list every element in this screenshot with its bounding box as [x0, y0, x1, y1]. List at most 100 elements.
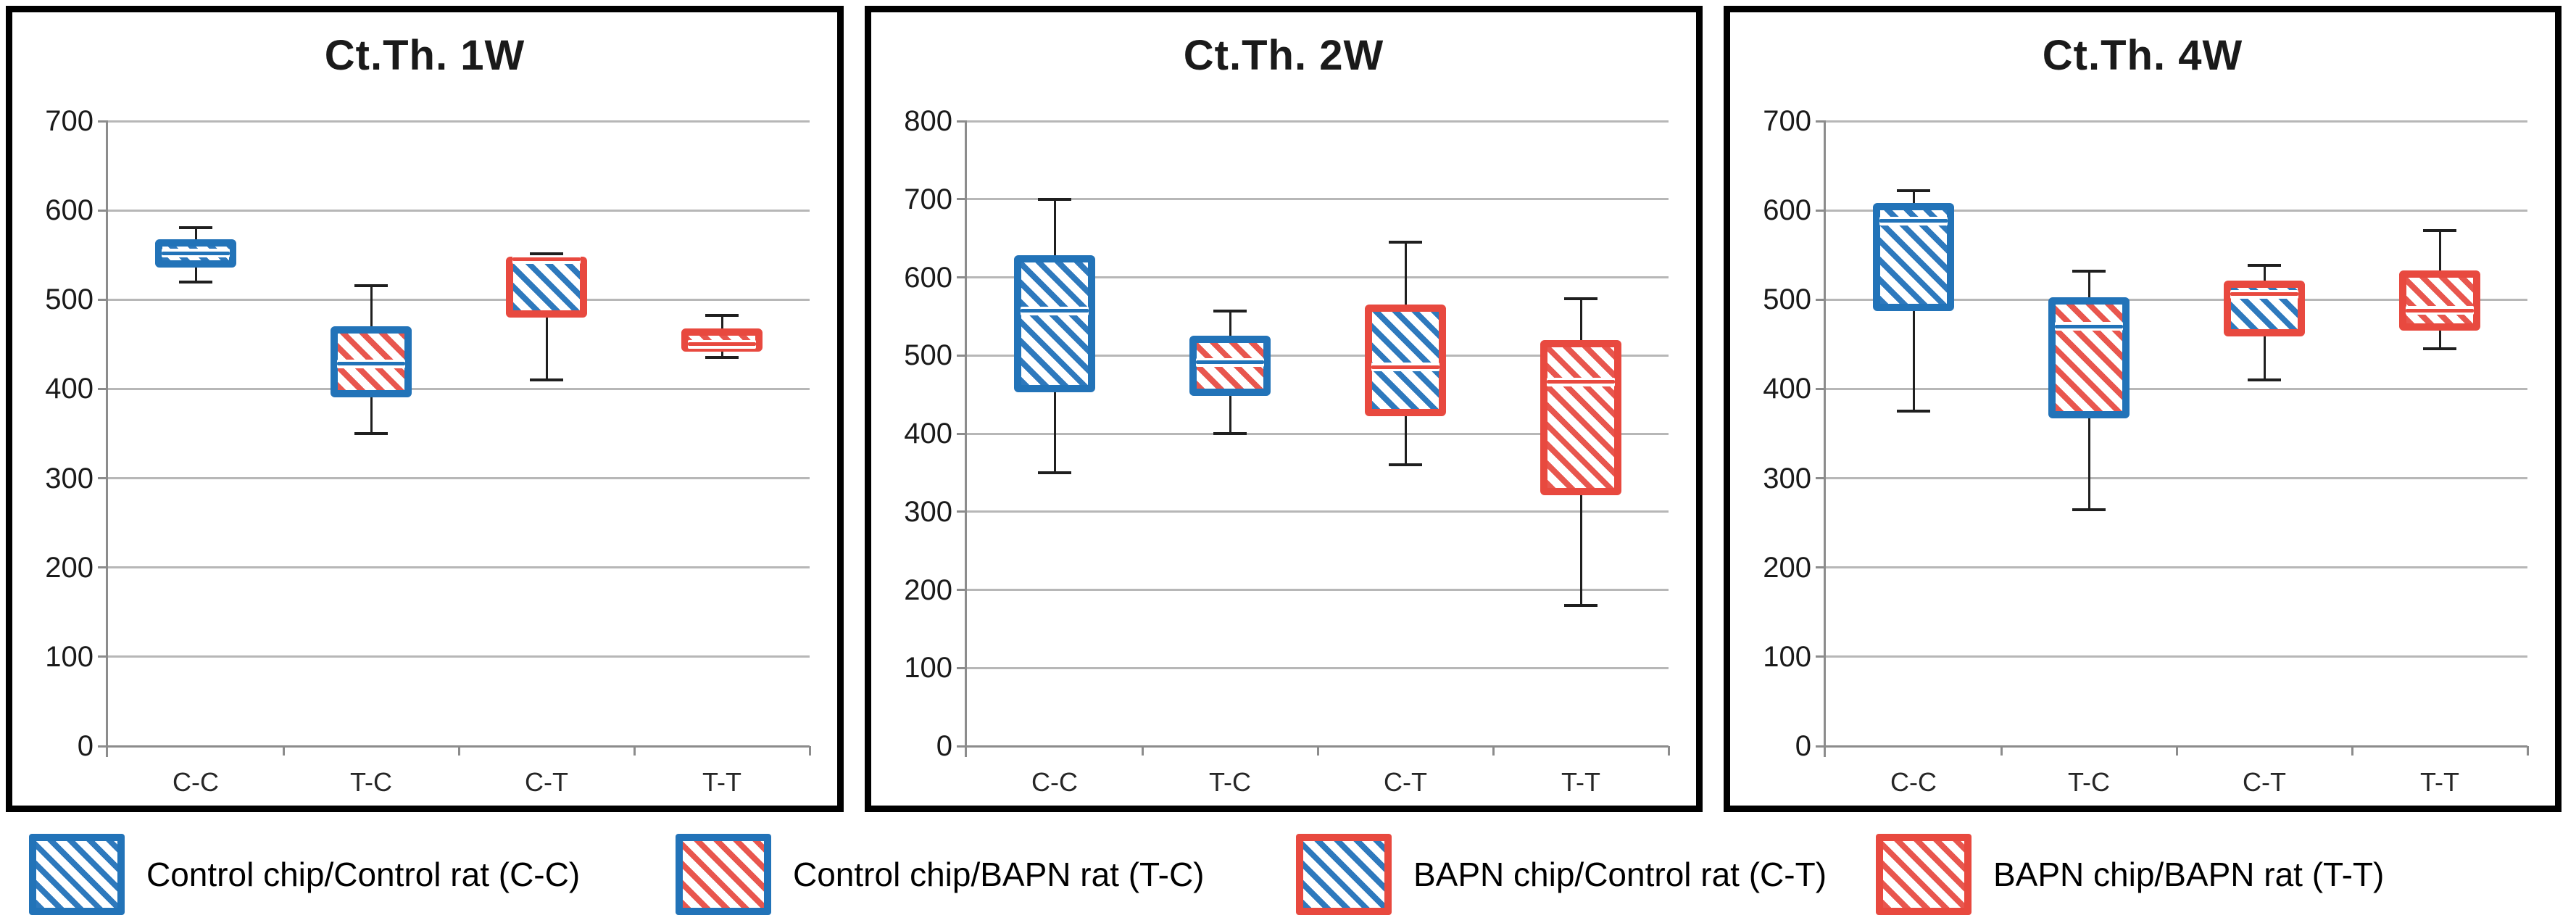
median-T-C — [2055, 324, 2123, 328]
plot-area-4w: 0 100 200 300 400 500 600 700 C-C T-C C-T T-T — [1730, 12, 2555, 806]
whisker-cap-low-T-T — [1564, 604, 1597, 608]
y-tick-mark-600 — [957, 276, 967, 278]
whisker-cap-low-C-T — [1389, 463, 1422, 467]
y-tick-label-600: 600 — [904, 261, 952, 294]
legend-swatch-tc — [676, 834, 771, 915]
y-tick-mark-700 — [957, 198, 967, 201]
median-C-C — [1879, 219, 1948, 223]
x-category-label-T-C: T-C — [2068, 767, 2110, 797]
box-T-T — [2399, 270, 2480, 331]
y-tick-label-700: 700 — [904, 183, 952, 215]
x-category-label-T-T: T-T — [1561, 767, 1600, 797]
whisker-cap-low-T-C — [354, 432, 388, 435]
y-tick-label-800: 800 — [904, 105, 952, 137]
legend-label-tt: BAPN chip/BAPN rat (T-T) — [1993, 856, 2385, 893]
median-T-T — [2406, 308, 2474, 313]
gridline-200 — [967, 589, 1669, 591]
y-tick-mark-500 — [957, 354, 967, 357]
median-T-C — [1196, 360, 1264, 365]
x-category-label-T-C: T-C — [350, 767, 392, 797]
legend-swatch-cc — [29, 834, 125, 915]
x-tick-mark-3 — [2351, 746, 2353, 756]
y-tick-mark-200 — [1816, 566, 1826, 569]
x-tick-mark-4 — [808, 746, 811, 756]
y-tick-mark-400 — [1816, 387, 1826, 390]
gridline-600 — [967, 276, 1669, 278]
y-tick-label-200: 200 — [904, 574, 952, 606]
gridline-700 — [108, 120, 810, 123]
y-tick-mark-100 — [957, 666, 967, 669]
y-axis-line — [1824, 121, 1826, 757]
legend-item-cc: Control chip/Control rat (C-C) — [29, 834, 580, 915]
y-tick-label-400: 400 — [1763, 373, 1811, 405]
median-C-T — [2230, 292, 2298, 297]
x-category-label-C-T: C-T — [2243, 767, 2286, 797]
gridline-200 — [108, 566, 810, 569]
x-tick-mark-2 — [2175, 746, 2178, 756]
whisker-cap-high-C-C — [1038, 197, 1071, 201]
whisker-cap-low-C-C — [1038, 471, 1071, 474]
box-C-C — [1014, 255, 1095, 392]
gridline-100 — [967, 666, 1669, 669]
whisker-cap-high-T-C — [354, 283, 388, 287]
y-tick-mark-200 — [98, 566, 108, 569]
gridline-300 — [108, 477, 810, 480]
legend-swatch-tt — [1876, 834, 1972, 915]
y-tick-mark-300 — [1816, 477, 1826, 480]
x-tick-mark-1 — [2000, 746, 2003, 756]
y-tick-mark-400 — [98, 387, 108, 390]
box-C-T — [2224, 281, 2305, 336]
median-T-C — [337, 362, 405, 366]
y-tick-mark-200 — [957, 589, 967, 591]
box-C-T — [506, 257, 587, 318]
gridline-400 — [967, 432, 1669, 435]
x-category-label-T-T: T-T — [702, 767, 741, 797]
y-tick-label-100: 100 — [45, 640, 94, 673]
gridline-400 — [1826, 387, 2527, 390]
gridline-600 — [1826, 209, 2527, 212]
box-T-C — [2048, 297, 2130, 419]
y-tick-mark-100 — [98, 655, 108, 658]
y-tick-mark-0 — [957, 745, 967, 748]
whisker-cap-low-T-C — [1213, 432, 1247, 435]
y-tick-label-700: 700 — [45, 105, 94, 137]
x-tick-mark-2 — [457, 746, 460, 756]
x-tick-mark-3 — [633, 746, 636, 756]
whisker-cap-low-C-C — [1897, 410, 1930, 413]
y-tick-label-100: 100 — [1763, 640, 1811, 673]
y-axis-line — [965, 121, 967, 757]
x-category-label-T-C: T-C — [1209, 767, 1251, 797]
gridline-500 — [1826, 298, 2527, 301]
gridline-100 — [108, 655, 810, 658]
x-tick-mark-3 — [1492, 746, 1495, 756]
plot-area-1w: 0 100 200 300 400 500 600 700 C-C T-C C-T T-T — [12, 12, 837, 806]
x-tick-mark-2 — [1316, 746, 1319, 756]
y-tick-mark-300 — [957, 510, 967, 513]
gridline-400 — [108, 387, 810, 390]
x-tick-mark-1 — [282, 746, 285, 756]
chart-panel-4w: Ct.Th. 4W 0 100 200 300 400 500 600 700 C-C T-C C-… — [1724, 6, 2562, 812]
y-tick-mark-600 — [98, 209, 108, 212]
median-C-C — [1021, 309, 1089, 313]
y-tick-mark-0 — [98, 745, 108, 748]
whisker-cap-high-T-T — [705, 314, 739, 318]
whisker-cap-low-T-T — [705, 356, 739, 360]
y-tick-mark-700 — [98, 120, 108, 123]
x-category-label-C-C: C-C — [1890, 767, 1937, 797]
legend-item-tt: BAPN chip/BAPN rat (T-T) — [1876, 834, 2384, 915]
y-tick-mark-600 — [1816, 209, 1826, 212]
y-tick-label-400: 400 — [45, 373, 94, 405]
y-tick-label-600: 600 — [45, 194, 94, 227]
x-tick-mark-4 — [2526, 746, 2529, 756]
gridline-200 — [1826, 566, 2527, 569]
y-tick-label-700: 700 — [1763, 105, 1811, 137]
gridline-800 — [967, 120, 1669, 123]
y-tick-label-600: 600 — [1763, 194, 1811, 227]
whisker-cap-high-C-T — [1389, 241, 1422, 244]
whisker-cap-high-T-T — [2423, 229, 2456, 233]
y-tick-label-400: 400 — [904, 418, 952, 450]
chart-title-2w: Ct.Th. 2W — [1183, 32, 1384, 79]
chart-panel-1w: Ct.Th. 1W 0 100 200 300 400 500 600 700 C-C T-C C-… — [6, 6, 844, 812]
whisker-cap-high-T-C — [1213, 309, 1247, 313]
x-tick-mark-1 — [1141, 746, 1144, 756]
